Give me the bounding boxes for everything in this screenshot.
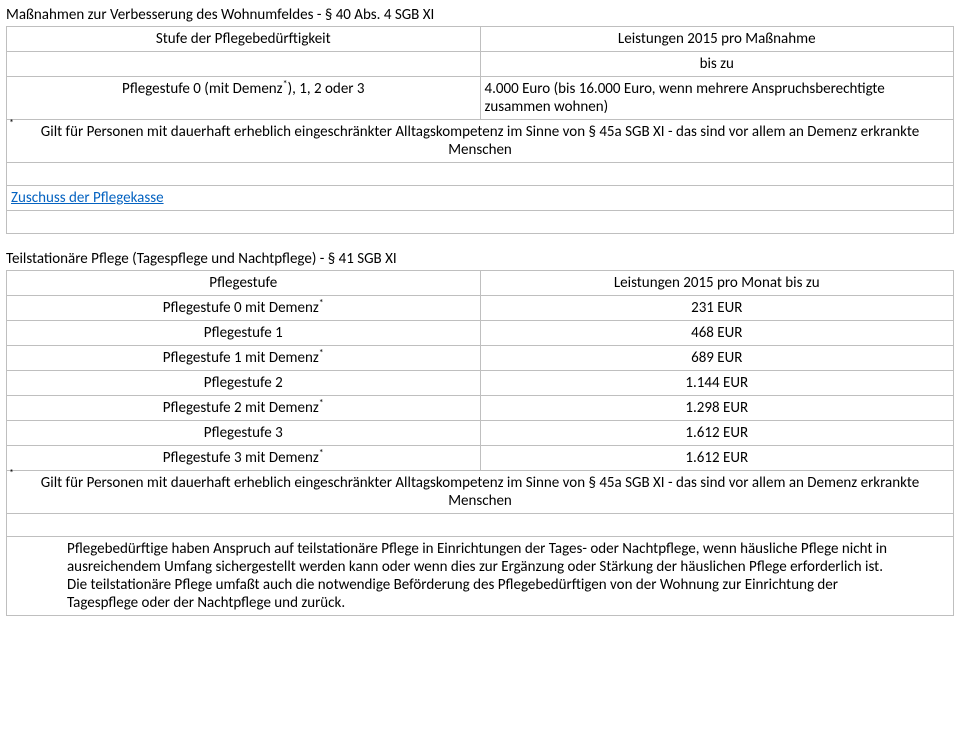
pflegestufe-label: Pflegestufe 1: [204, 324, 283, 342]
section1-row-right-line2: zusammen wohnen): [485, 98, 609, 116]
section1-header-right: Leistungen 2015 pro Maßnahme: [480, 27, 954, 52]
section2-footnote-cell: * Gilt für Personen mit dauerhaft erhebl…: [7, 471, 954, 514]
pflegestufe-label-cell: Pflegestufe 1 mit Demenz*: [7, 346, 481, 371]
asterisk-icon: *: [319, 396, 324, 409]
pflegestufe-label-cell: Pflegestufe 3 mit Demenz*: [7, 446, 481, 471]
section1-subheader-left: [7, 52, 481, 77]
section2-paragraph-text: Pflegebedürftige haben Anspruch auf teil…: [67, 540, 887, 612]
pflegestufe-label-cell: Pflegestufe 2 mit Demenz*: [7, 396, 481, 421]
section1-title: Maßnahmen zur Verbesserung des Wohnumfel…: [6, 6, 954, 24]
pflegestufe-label: Pflegestufe 0 mit Demenz: [163, 299, 319, 317]
section1-link-row: Zuschuss der Pflegekasse: [7, 186, 954, 211]
spacer-row: [7, 514, 954, 537]
section1-row-left-prefix: Pflegestufe 0 (mit Demenz: [122, 80, 283, 98]
section1-row-right-line1: 4.000 Euro (bis 16.000 Euro, wenn mehrer…: [485, 80, 885, 98]
section-gap: [6, 234, 954, 248]
asterisk-icon: *: [319, 446, 324, 459]
section2-header-right: Leistungen 2015 pro Monat bis zu: [480, 271, 954, 296]
asterisk-icon: *: [319, 346, 324, 359]
section1-footnote-row: * Gilt für Personen mit dauerhaft erhebl…: [7, 120, 954, 163]
pflegestufe-label-cell: Pflegestufe 3: [7, 421, 481, 446]
table-row: Pflegestufe 0 mit Demenz*231 EUR: [7, 296, 954, 321]
table-row: Pflegestufe 3 mit Demenz*1.612 EUR: [7, 446, 954, 471]
section2-footnote-text: Gilt für Personen mit dauerhaft erheblic…: [41, 474, 919, 510]
section2-header-row: Pflegestufe Leistungen 2015 pro Monat bi…: [7, 271, 954, 296]
pflegestufe-label: Pflegestufe 3: [204, 424, 283, 442]
section1-header-row: Stufe der Pflegebedürftigkeit Leistungen…: [7, 27, 954, 52]
pflegestufe-label-cell: Pflegestufe 2: [7, 371, 481, 396]
section1-row-right: 4.000 Euro (bis 16.000 Euro, wenn mehrer…: [480, 77, 954, 120]
asterisk-icon: *: [319, 296, 324, 309]
section1-link-cell: Zuschuss der Pflegekasse: [7, 186, 954, 211]
pflegestufe-value-cell: 689 EUR: [480, 346, 954, 371]
pflegestufe-value-cell: 1.298 EUR: [480, 396, 954, 421]
pflegestufe-value-cell: 231 EUR: [480, 296, 954, 321]
section1-row-left-suffix: ), 1, 2 oder 3: [288, 80, 365, 98]
section1-footnote-cell: * Gilt für Personen mit dauerhaft erhebl…: [7, 120, 954, 163]
table-row: Pflegestufe 2 1.144 EUR: [7, 371, 954, 396]
section1-subheader-row: bis zu: [7, 52, 954, 77]
zuschuss-link[interactable]: Zuschuss der Pflegekasse: [11, 189, 164, 207]
section2-table: Pflegestufe Leistungen 2015 pro Monat bi…: [6, 270, 954, 616]
section2-header-left: Pflegestufe: [7, 271, 481, 296]
section2-footnote-row: * Gilt für Personen mit dauerhaft erhebl…: [7, 471, 954, 514]
spacer-row: [7, 211, 954, 234]
document-page: Maßnahmen zur Verbesserung des Wohnumfel…: [0, 0, 960, 622]
section1-data-row: Pflegestufe 0 (mit Demenz*), 1, 2 oder 3…: [7, 77, 954, 120]
pflegestufe-label: Pflegestufe 2: [204, 374, 283, 392]
section1-subheader-right: bis zu: [480, 52, 954, 77]
pflegestufe-label-cell: Pflegestufe 1: [7, 321, 481, 346]
spacer-row: [7, 163, 954, 186]
pflegestufe-value-cell: 1.612 EUR: [480, 446, 954, 471]
table-row: Pflegestufe 3 1.612 EUR: [7, 421, 954, 446]
section1-row-left: Pflegestufe 0 (mit Demenz*), 1, 2 oder 3: [7, 77, 481, 120]
table-row: Pflegestufe 2 mit Demenz*1.298 EUR: [7, 396, 954, 421]
pflegestufe-label: Pflegestufe 2 mit Demenz: [163, 399, 319, 417]
section2-paragraph-cell: Pflegebedürftige haben Anspruch auf teil…: [7, 537, 954, 616]
pflegestufe-label: Pflegestufe 3 mit Demenz: [163, 449, 319, 467]
table-row: Pflegestufe 1 468 EUR: [7, 321, 954, 346]
pflegestufe-value-cell: 468 EUR: [480, 321, 954, 346]
section1-header-left: Stufe der Pflegebedürftigkeit: [7, 27, 481, 52]
section1-footnote-text: Gilt für Personen mit dauerhaft erheblic…: [41, 123, 919, 159]
pflegestufe-value-cell: 1.612 EUR: [480, 421, 954, 446]
pflegestufe-label-cell: Pflegestufe 0 mit Demenz*: [7, 296, 481, 321]
section2-title: Teilstationäre Pflege (Tagespflege und N…: [6, 250, 954, 268]
section2-paragraph-row: Pflegebedürftige haben Anspruch auf teil…: [7, 537, 954, 616]
table-row: Pflegestufe 1 mit Demenz*689 EUR: [7, 346, 954, 371]
section1-table: Stufe der Pflegebedürftigkeit Leistungen…: [6, 26, 954, 234]
pflegestufe-label: Pflegestufe 1 mit Demenz: [163, 349, 319, 367]
pflegestufe-value-cell: 1.144 EUR: [480, 371, 954, 396]
